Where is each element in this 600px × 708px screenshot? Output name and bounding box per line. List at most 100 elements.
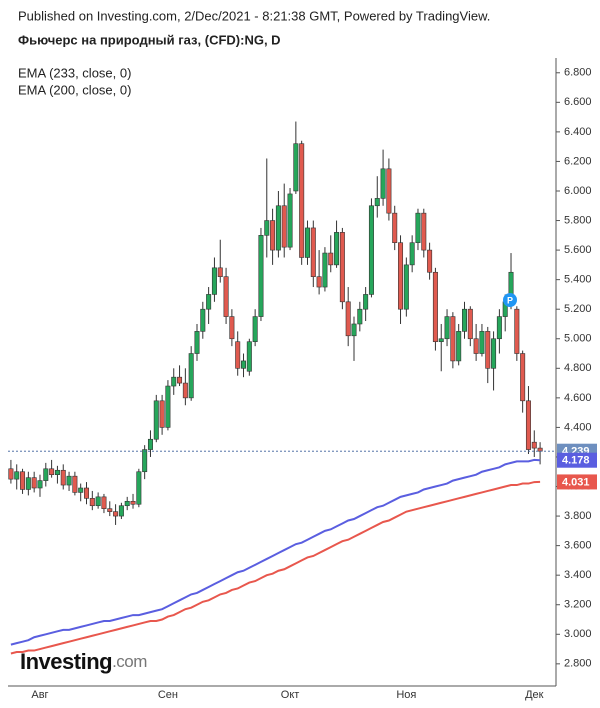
candle-body [200, 308, 206, 332]
candle-body [316, 276, 322, 288]
candle-body [8, 468, 14, 480]
y-tick-label: 6.600 [564, 96, 592, 108]
candle-body [118, 505, 124, 517]
candle-body [438, 338, 444, 343]
candle-body [211, 267, 217, 295]
candle-body [113, 511, 119, 517]
candle-body [142, 449, 148, 473]
candle-body [89, 498, 95, 507]
price-box-label: 4.178 [562, 455, 590, 467]
candle-body [322, 252, 328, 288]
candle-body [479, 331, 485, 354]
y-tick-label: 6.200 [564, 155, 592, 167]
candle-body [25, 477, 31, 490]
candle-body [241, 360, 247, 369]
candle-body [461, 308, 467, 332]
candle-body [159, 400, 165, 428]
candle-body [165, 385, 171, 428]
candle-body [258, 235, 264, 317]
candle-body [386, 168, 392, 214]
candle-body [153, 400, 159, 440]
candle-body [485, 331, 491, 369]
candle-body [20, 471, 26, 490]
price-box [557, 474, 597, 490]
candle-body [54, 469, 60, 475]
chart-title: Фьючерс на природный газ, (CFD):NG, D [18, 32, 281, 47]
candle-body [78, 487, 84, 493]
y-tick-label: 4.800 [564, 362, 592, 374]
candle-body [246, 341, 252, 372]
candle-body [43, 468, 49, 481]
y-tick-label: 5.600 [564, 244, 592, 256]
candle-body [392, 212, 398, 244]
candle-body [473, 338, 479, 354]
candle-body [328, 252, 334, 266]
candle-body [194, 331, 200, 354]
candle-body [403, 264, 409, 310]
candle-body [293, 143, 299, 192]
candle-body [287, 193, 293, 248]
candle-body [456, 331, 462, 362]
candle-body [334, 232, 340, 266]
y-tick-label: 3.200 [564, 599, 592, 611]
y-tick-label: 3.800 [564, 510, 592, 522]
y-tick-label: 5.400 [564, 274, 592, 286]
candle-body [206, 294, 212, 310]
candle-body [101, 496, 107, 509]
x-tick-label: Ноя [396, 689, 416, 701]
candle-body [49, 468, 55, 475]
candle-body [368, 205, 374, 295]
candle-body [252, 316, 258, 343]
logo-name: Investing [20, 649, 112, 674]
y-tick-label: 6.000 [564, 185, 592, 197]
candle-body [270, 220, 276, 251]
y-tick-label: 4.600 [564, 392, 592, 404]
candle-body [171, 376, 177, 387]
candle-body [147, 438, 153, 450]
candle-body [398, 242, 404, 310]
candle-body [374, 198, 380, 207]
y-tick-label: 5.000 [564, 333, 592, 345]
candle-body [217, 267, 223, 277]
candle-body [496, 316, 502, 340]
candle-body [531, 441, 537, 449]
candle-body [136, 471, 142, 505]
y-tick-label: 5.200 [564, 303, 592, 315]
candle-body [299, 143, 305, 258]
y-tick-label: 2.800 [564, 658, 592, 670]
candle-body [60, 469, 66, 486]
ema-line [10, 458, 541, 646]
candle-body [409, 242, 415, 266]
candle-body [72, 475, 78, 493]
candle-body [14, 471, 20, 480]
legend-entry: EMA (200, close, 0) [18, 82, 131, 97]
candle-body [84, 487, 90, 499]
y-tick-label: 3.600 [564, 540, 592, 552]
price-box [557, 452, 597, 468]
published-line: Published on Investing.com, 2/Dec/2021 -… [18, 8, 490, 23]
candle-body [432, 271, 438, 343]
candle-body [281, 205, 287, 248]
candle-body [380, 168, 386, 199]
candle-body [444, 316, 450, 340]
candle-body [537, 447, 543, 452]
candle-body [363, 294, 369, 310]
x-tick-label: Сен [158, 689, 178, 701]
candle-body [188, 353, 194, 399]
candle-body [467, 308, 473, 340]
candle-body [491, 338, 497, 369]
candle-body [235, 341, 241, 369]
y-tick-label: 6.800 [564, 67, 592, 79]
candle-body [304, 227, 310, 258]
candle-body [351, 323, 357, 337]
candle-body [450, 316, 456, 362]
candle-body [66, 475, 72, 486]
candle-body [339, 232, 345, 303]
candle-body [31, 477, 37, 489]
candle-body [357, 308, 363, 325]
candle-body [310, 227, 316, 277]
logo-suffix: .com [112, 652, 147, 671]
candle-body [182, 382, 188, 399]
